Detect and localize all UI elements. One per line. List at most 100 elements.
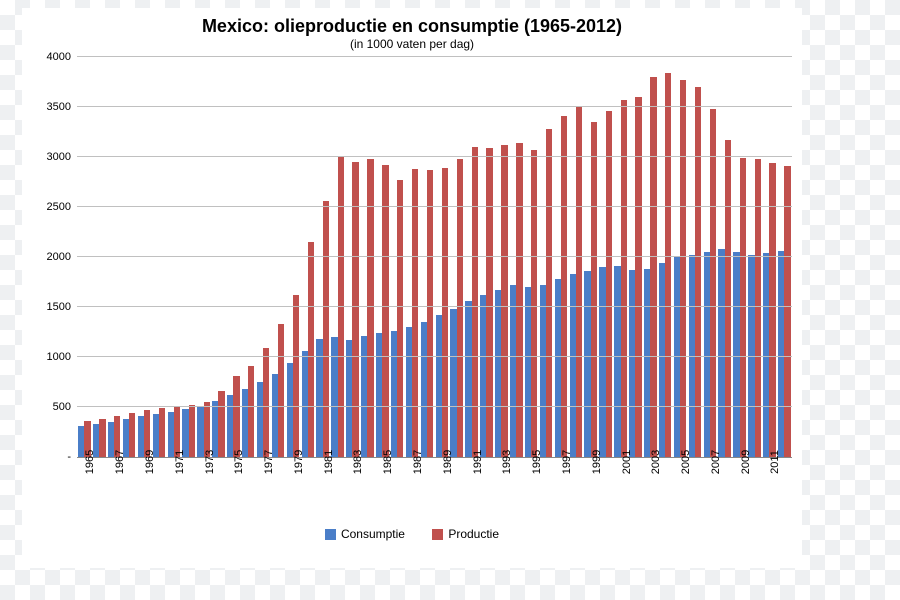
- bar-productie: [755, 159, 761, 457]
- bar-productie: [412, 169, 418, 457]
- bar-productie: [233, 376, 239, 457]
- year-group: [166, 57, 181, 457]
- year-group: [151, 57, 166, 457]
- plot-area: -5001000150020002500300035004000: [77, 57, 792, 458]
- x-tick: [360, 458, 375, 523]
- legend-swatch-productie: [432, 529, 443, 540]
- year-group: [315, 57, 330, 457]
- year-group: [479, 57, 494, 457]
- x-tick: [181, 458, 196, 523]
- bar-productie: [367, 159, 373, 457]
- year-group: [330, 57, 345, 457]
- bar-productie: [576, 107, 582, 457]
- grid-line: [77, 206, 792, 207]
- year-group: [405, 57, 420, 457]
- bar-productie: [293, 295, 299, 457]
- bar-productie: [546, 129, 552, 457]
- x-tick: 2007: [702, 458, 717, 523]
- year-group: [300, 57, 315, 457]
- year-group: [762, 57, 777, 457]
- bar-productie: [695, 87, 701, 457]
- year-group: [464, 57, 479, 457]
- year-group: [717, 57, 732, 457]
- x-tick: [628, 458, 643, 523]
- x-tick: [419, 458, 434, 523]
- x-tick: [747, 458, 762, 523]
- year-group: [271, 57, 286, 457]
- x-tick: 2011: [762, 458, 777, 523]
- bar-productie: [323, 201, 329, 457]
- grid-line: [77, 356, 792, 357]
- bars-container: [77, 57, 792, 457]
- year-group: [747, 57, 762, 457]
- year-group: [360, 57, 375, 457]
- x-tick: [568, 458, 583, 523]
- year-group: [583, 57, 598, 457]
- year-group: [181, 57, 196, 457]
- x-tick: [330, 458, 345, 523]
- bar-productie: [99, 419, 105, 457]
- x-tick: 1983: [345, 458, 360, 523]
- bar-productie: [665, 73, 671, 457]
- year-group: [598, 57, 613, 457]
- year-group: [449, 57, 464, 457]
- bar-productie: [248, 366, 254, 457]
- year-group: [226, 57, 241, 457]
- grid-line: [77, 156, 792, 157]
- y-tick-label: 4000: [27, 51, 71, 63]
- x-tick: [717, 458, 732, 523]
- x-tick: [122, 458, 137, 523]
- x-tick: 1991: [464, 458, 479, 523]
- legend-item-productie: Productie: [432, 527, 499, 541]
- year-group: [77, 57, 92, 457]
- bar-productie: [501, 145, 507, 457]
- year-group: [732, 57, 747, 457]
- year-group: [345, 57, 360, 457]
- x-tick: 2001: [613, 458, 628, 523]
- bar-productie: [635, 97, 641, 457]
- year-group: [613, 57, 628, 457]
- bar-productie: [650, 77, 656, 457]
- legend: Consumptie Productie: [22, 527, 802, 543]
- x-tick: 1993: [494, 458, 509, 523]
- grid-line: [77, 256, 792, 257]
- chart-subtitle: (in 1000 vaten per dag): [22, 37, 802, 51]
- bar-productie: [189, 405, 195, 457]
- x-tick: 2003: [643, 458, 658, 523]
- legend-swatch-consumptie: [325, 529, 336, 540]
- x-tick: [539, 458, 554, 523]
- x-tick: [777, 458, 792, 523]
- bar-productie: [710, 109, 716, 457]
- year-group: [554, 57, 569, 457]
- bar-productie: [531, 150, 537, 457]
- bar-productie: [204, 402, 210, 457]
- x-tick: [151, 458, 166, 523]
- grid-line: [77, 56, 792, 57]
- year-group: [390, 57, 405, 457]
- year-group: [509, 57, 524, 457]
- year-group: [211, 57, 226, 457]
- legend-label: Productie: [448, 527, 499, 541]
- chart-title: Mexico: olieproductie en consumptie (196…: [22, 16, 802, 37]
- year-group: [777, 57, 792, 457]
- bar-productie: [680, 80, 686, 457]
- bar-productie: [486, 148, 492, 457]
- x-tick: 1965: [77, 458, 92, 523]
- x-tick: 1989: [434, 458, 449, 523]
- bar-productie: [218, 391, 224, 457]
- x-tick: 1999: [583, 458, 598, 523]
- bar-productie: [159, 408, 165, 457]
- x-tick: 1977: [256, 458, 271, 523]
- year-group: [256, 57, 271, 457]
- y-tick-label: 3500: [27, 101, 71, 113]
- bar-productie: [397, 180, 403, 457]
- x-tick: 2005: [673, 458, 688, 523]
- year-group: [196, 57, 211, 457]
- bar-productie: [472, 147, 478, 457]
- y-tick-label: 500: [27, 401, 71, 413]
- bar-productie: [457, 159, 463, 457]
- bar-productie: [129, 413, 135, 457]
- year-group: [658, 57, 673, 457]
- year-group: [285, 57, 300, 457]
- x-tick: [598, 458, 613, 523]
